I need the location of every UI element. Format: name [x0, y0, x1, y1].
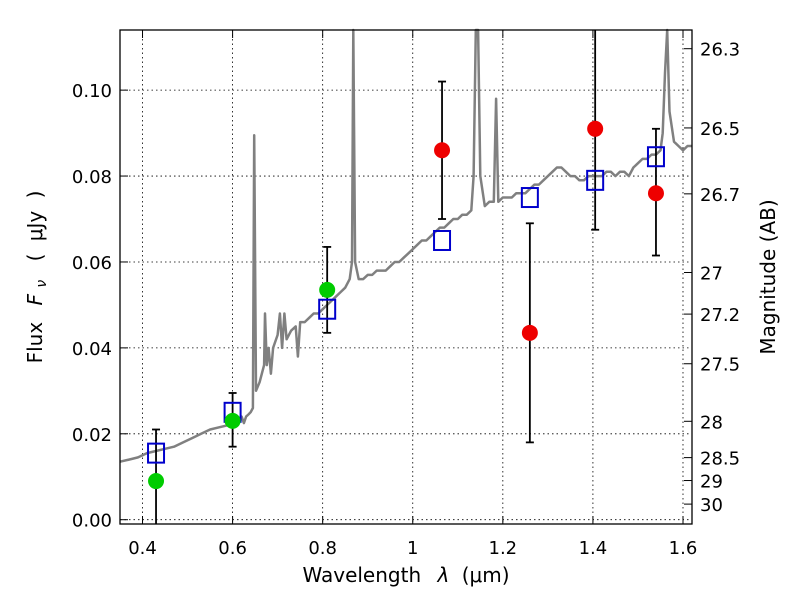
y2-tick-label: 28 [700, 412, 723, 433]
x-tick-label: 0.8 [308, 538, 337, 559]
y2-tick-label: 27.2 [700, 305, 740, 326]
y2-tick-label: 30 [700, 495, 723, 516]
observed-point [224, 412, 241, 429]
model-square-point [646, 146, 665, 168]
y2-tick-label: 27 [700, 264, 723, 285]
model-square-point [586, 169, 605, 191]
model-square-point [520, 187, 539, 209]
x-tick-label: 1.2 [489, 538, 518, 559]
y2-tick-label: 29 [700, 472, 723, 493]
y2-tick-label: 26.7 [700, 185, 740, 206]
y-axis-title-symbol: F [23, 293, 47, 305]
observed-point [521, 324, 538, 341]
x-tick-label: 1.6 [669, 538, 698, 559]
axis-ticks: 0.4 0.6 0.8 1 1.2 1.4 1.6 0.00 0.02 0.04 0.06 0.08 0… [72, 30, 740, 559]
observed-point [148, 473, 165, 490]
data-markers [147, 120, 665, 490]
x-tick-label: 0.4 [128, 538, 157, 559]
y-axis-title-paren-close: ) [23, 191, 47, 199]
x-tick-label: 1 [407, 538, 418, 559]
model-square-point [433, 229, 452, 251]
x-tick-label: 1.4 [579, 538, 608, 559]
observed-point [319, 281, 336, 298]
spectrum-line [119, 28, 692, 463]
y-tick-label: 0.06 [72, 253, 112, 274]
model-square-point [318, 298, 337, 320]
y-tick-label: 0.10 [72, 81, 112, 102]
x-tick-label: 0.6 [218, 538, 247, 559]
y-axis-title: Flux F ν ( μJy ) [23, 191, 51, 364]
plot-frame [119, 29, 693, 525]
y-axis-title-paren-open: ( [23, 254, 47, 262]
model-square-point [147, 442, 166, 464]
y2-tick-label: 26.5 [700, 119, 740, 140]
observed-point [434, 142, 451, 159]
y-tick-label: 0.04 [72, 339, 112, 360]
y-tick-label: 0.08 [72, 167, 112, 188]
y-axis-title-subscript: ν [34, 280, 50, 288]
y2-axis-title: Magnitude (AB) [756, 199, 780, 354]
y2-tick-label: 28.5 [700, 449, 740, 470]
x-axis-title-symbol: λ [437, 563, 450, 587]
x-axis-title-unit: (μm) [462, 563, 510, 587]
y2-tick-label: 27.5 [700, 355, 740, 376]
x-axis-title: Wavelength λ (μm) [302, 563, 509, 587]
y-axis-title-unit: μJy [23, 211, 47, 242]
observed-point [587, 120, 604, 137]
x-axis-title-text: Wavelength [302, 563, 421, 587]
y-tick-label: 0.00 [72, 511, 112, 532]
y-tick-label: 0.02 [72, 425, 112, 446]
y-axis-title-text: Flux [23, 322, 47, 364]
y2-tick-label: 26.3 [700, 40, 740, 61]
grid-lines [120, 30, 692, 524]
model-spectrum [119, 28, 692, 463]
observed-point [647, 185, 664, 202]
error-bars [152, 30, 660, 524]
